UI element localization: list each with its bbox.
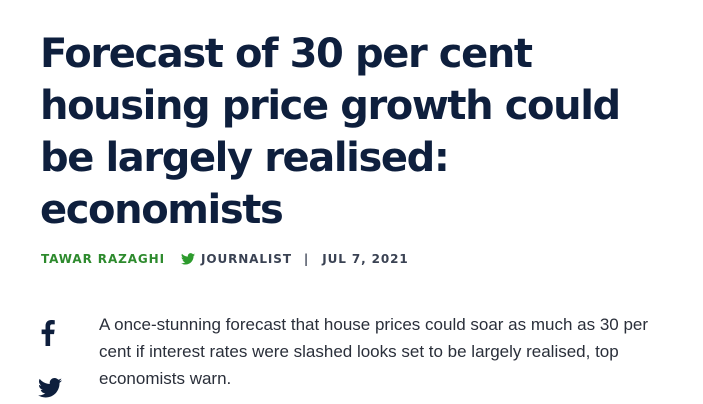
article-headline: Forecast of 30 per cent housing price gr… [40, 31, 621, 233]
twitter-icon[interactable] [38, 378, 62, 398]
byline-separator: | [303, 252, 310, 266]
author-name[interactable]: TAWAR RAZAGHI [41, 252, 165, 266]
publish-date: JUL 7, 2021 [322, 252, 409, 266]
author-role: JOURNALIST [200, 252, 292, 266]
twitter-icon[interactable] [180, 253, 195, 265]
facebook-icon[interactable] [40, 320, 56, 346]
byline: TAWAR RAZAGHI JOURNALIST | JUL 7, 2021 [41, 250, 409, 268]
article-lede: A once-stunning forecast that house pric… [99, 315, 649, 388]
